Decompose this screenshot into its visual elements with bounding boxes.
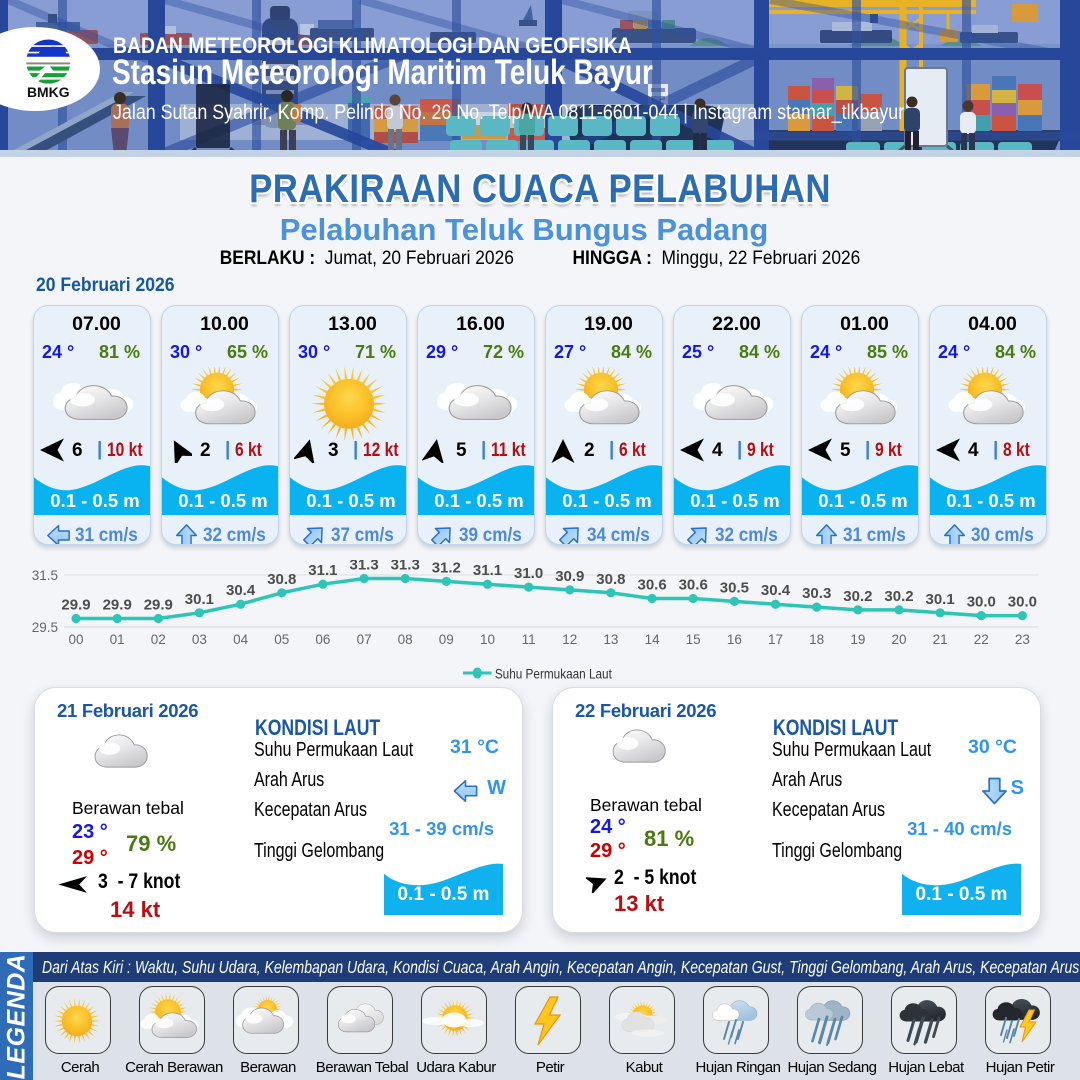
svg-text:29.9: 29.9 bbox=[61, 597, 90, 614]
svg-text:04: 04 bbox=[233, 632, 249, 647]
svg-text:20: 20 bbox=[891, 632, 906, 647]
svg-text:22: 22 bbox=[974, 632, 989, 647]
svg-text:29.9: 29.9 bbox=[144, 597, 173, 614]
svg-text:15: 15 bbox=[686, 632, 701, 647]
svg-text:30.4: 30.4 bbox=[761, 582, 791, 599]
svg-text:29.9: 29.9 bbox=[103, 597, 132, 614]
svg-text:31.1: 31.1 bbox=[473, 562, 502, 579]
svg-text:30.9: 30.9 bbox=[555, 568, 584, 585]
svg-text:17: 17 bbox=[768, 632, 783, 647]
svg-text:05: 05 bbox=[274, 632, 289, 647]
svg-text:02: 02 bbox=[151, 632, 166, 647]
svg-text:29.5: 29.5 bbox=[32, 620, 58, 635]
svg-text:13: 13 bbox=[603, 632, 618, 647]
svg-text:30.0: 30.0 bbox=[967, 594, 996, 611]
svg-text:30.1: 30.1 bbox=[185, 591, 214, 608]
svg-text:08: 08 bbox=[398, 632, 413, 647]
svg-text:31.0: 31.0 bbox=[514, 565, 543, 582]
svg-text:30.2: 30.2 bbox=[843, 588, 872, 605]
svg-text:BMKG: BMKG bbox=[27, 84, 70, 100]
svg-text:31.1: 31.1 bbox=[308, 562, 337, 579]
svg-text:11: 11 bbox=[522, 632, 536, 647]
svg-text:19: 19 bbox=[850, 632, 865, 647]
svg-text:30.4: 30.4 bbox=[226, 582, 256, 599]
svg-text:07: 07 bbox=[357, 632, 372, 647]
svg-text:12: 12 bbox=[562, 632, 577, 647]
svg-text:31.5: 31.5 bbox=[32, 568, 58, 583]
svg-text:21: 21 bbox=[933, 632, 948, 647]
svg-text:30.8: 30.8 bbox=[267, 571, 296, 588]
svg-text:23: 23 bbox=[1015, 632, 1030, 647]
svg-text:30.6: 30.6 bbox=[637, 577, 666, 594]
svg-text:30.8: 30.8 bbox=[596, 571, 625, 588]
svg-text:10: 10 bbox=[480, 632, 495, 647]
svg-text:31.2: 31.2 bbox=[432, 560, 461, 576]
svg-text:31.3: 31.3 bbox=[349, 560, 378, 574]
svg-text:30.2: 30.2 bbox=[884, 588, 913, 605]
svg-text:01: 01 bbox=[110, 632, 125, 647]
svg-text:30.5: 30.5 bbox=[720, 579, 749, 596]
svg-text:18: 18 bbox=[809, 632, 824, 647]
svg-text:30.0: 30.0 bbox=[1008, 594, 1037, 611]
svg-text:30.3: 30.3 bbox=[802, 585, 831, 602]
svg-text:09: 09 bbox=[439, 632, 454, 647]
svg-text:06: 06 bbox=[315, 632, 330, 647]
svg-text:30.6: 30.6 bbox=[679, 577, 708, 594]
svg-text:03: 03 bbox=[192, 632, 207, 647]
svg-text:00: 00 bbox=[68, 632, 83, 647]
svg-text:31.3: 31.3 bbox=[391, 560, 420, 574]
svg-text:30.1: 30.1 bbox=[925, 591, 954, 608]
svg-text:16: 16 bbox=[727, 632, 742, 647]
svg-text:14: 14 bbox=[645, 632, 661, 647]
